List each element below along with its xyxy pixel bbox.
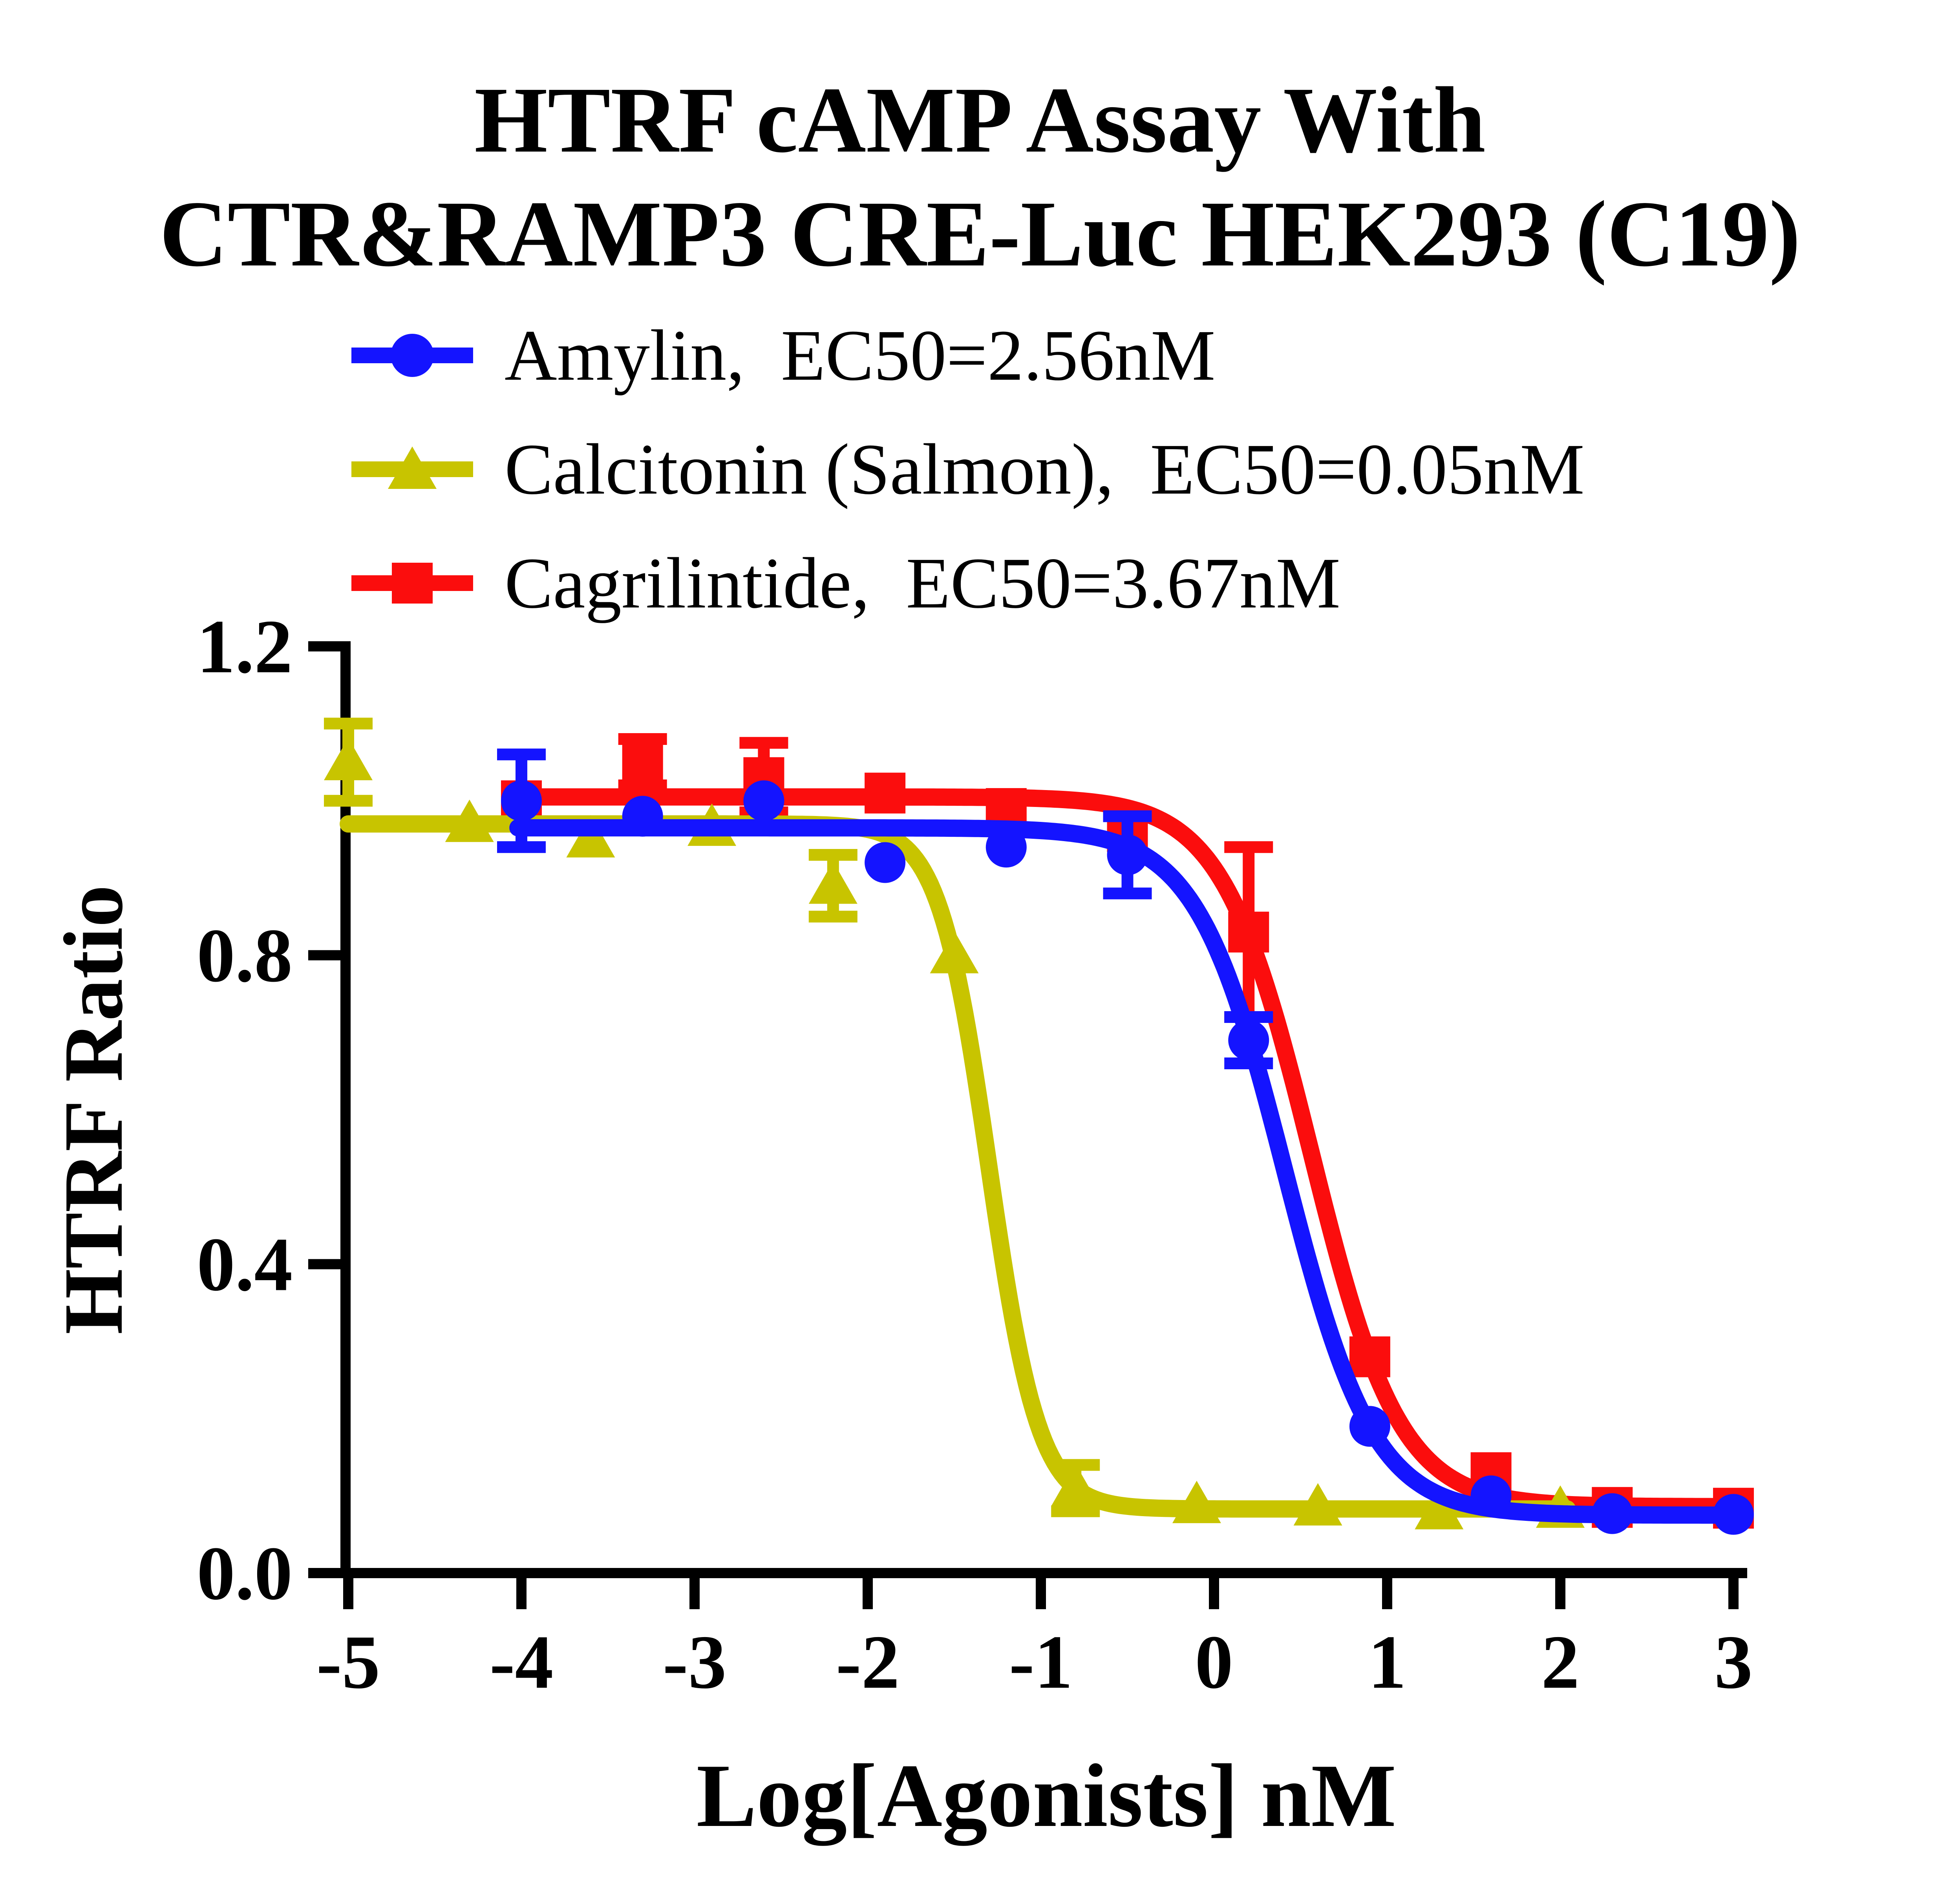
triangle-marker-icon (388, 446, 437, 489)
data-point-calcitonin-salmon- (1172, 1480, 1221, 1523)
data-point-amylin (1713, 1494, 1754, 1535)
y-axis-title: HTRF Ratio (46, 885, 140, 1335)
x-tick-label: 1 (1368, 1620, 1406, 1705)
data-point-amylin (1470, 1475, 1512, 1517)
data-point-calcitonin-salmon- (1293, 1483, 1342, 1526)
data-point-cagrilintide (622, 741, 663, 783)
x-tick-label: -2 (836, 1620, 900, 1705)
x-tick-label: -4 (490, 1620, 553, 1705)
data-point-calcitonin-salmon- (445, 799, 494, 842)
legend-item-calcitonin: Calcitonin (Salmon), EC50=0.05nM (351, 429, 1585, 510)
y-tick-label: 0.0 (197, 1531, 293, 1616)
y-tick-label: 1.2 (197, 604, 293, 689)
data-point-calcitonin-salmon- (1051, 1464, 1100, 1506)
data-point-amylin (1349, 1406, 1390, 1447)
data-point-cagrilintide (1349, 1336, 1390, 1378)
x-axis-title: Log[Agonists] nM (697, 1745, 1397, 1846)
data-point-calcitonin-salmon- (1415, 1487, 1464, 1529)
x-tick-label: 3 (1714, 1620, 1753, 1705)
circle-marker-icon (391, 334, 434, 377)
legend-label-amylin: Amylin, EC50=2.56nM (505, 315, 1216, 396)
data-point-amylin (985, 827, 1027, 868)
legend-marker-calcitonin (351, 430, 473, 509)
data-point-cagrilintide (1228, 911, 1269, 953)
data-point-amylin (1107, 834, 1148, 875)
chart-title-line-1: HTRF cAMP Assay With (474, 68, 1486, 172)
x-tick-label: 0 (1195, 1620, 1233, 1705)
legend-item-amylin: Amylin, EC50=2.56nM (351, 315, 1216, 396)
legend-marker-amylin (351, 316, 473, 395)
data-point-amylin (1228, 1019, 1269, 1061)
data-point-amylin (865, 842, 906, 883)
legend-item-cagrilintide: Cagrilintide, EC50=3.67nM (351, 543, 1340, 624)
data-point-calcitonin-salmon- (324, 737, 373, 780)
square-marker-icon (392, 563, 433, 604)
data-point-amylin (622, 796, 663, 837)
x-tick-label: -1 (1009, 1620, 1073, 1705)
legend-marker-cagrilintide (351, 544, 473, 622)
chart-title-line-2: CTR&RAMP3 CRE-Luc HEK293 (C19) (159, 181, 1801, 286)
data-point-amylin (1592, 1493, 1633, 1534)
data-point-cagrilintide (865, 772, 906, 814)
data-point-amylin (501, 780, 542, 821)
data-point-calcitonin-salmon- (808, 861, 858, 904)
data-point-calcitonin-salmon- (930, 931, 979, 973)
x-tick-label: 2 (1541, 1620, 1580, 1705)
y-tick-label: 0.8 (197, 913, 293, 998)
legend-label-calcitonin: Calcitonin (Salmon), EC50=0.05nM (505, 429, 1585, 510)
curve-amylin (509, 819, 1749, 1524)
x-tick-label: -3 (663, 1620, 726, 1705)
data-point-amylin (743, 780, 784, 821)
x-tick-label: -5 (316, 1620, 380, 1705)
y-tick-label: 0.4 (197, 1222, 293, 1307)
curve-cagrilintide (509, 788, 1749, 1515)
legend-label-cagrilintide: Cagrilintide, EC50=3.67nM (505, 543, 1340, 624)
